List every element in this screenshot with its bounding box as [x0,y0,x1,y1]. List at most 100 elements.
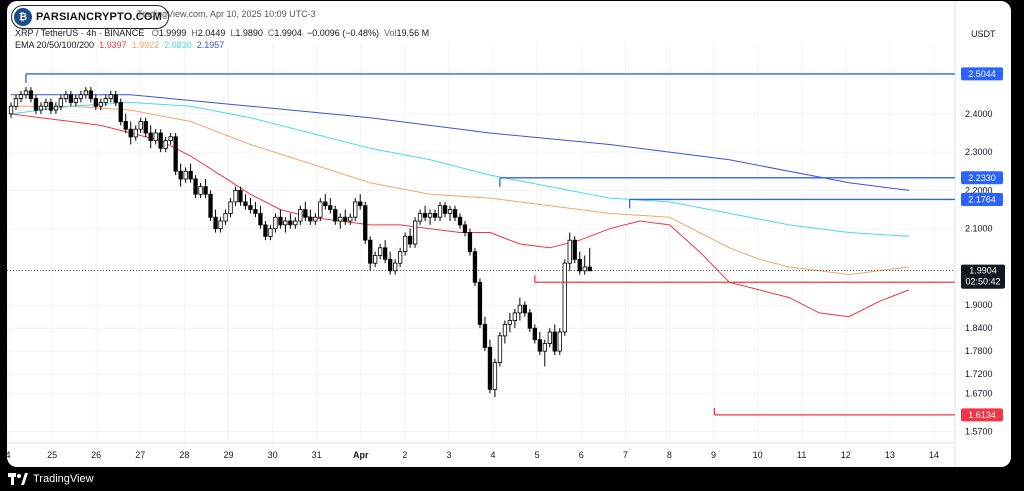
price-change: −0.0096 (−0.48%) [306,28,380,38]
x-tick-label: Apr [353,450,369,460]
level-label: 2.2330 [968,173,996,183]
candle-body [198,186,203,195]
candle-body [213,216,218,230]
y-tick-label: 1.7800 [965,346,993,356]
candle-body [572,239,577,260]
candle-body [243,201,248,207]
x-tick-label: 9 [711,450,716,460]
x-tick-label: 14 [929,450,939,460]
candle-body [313,216,318,222]
ohlc-low-value: 1.9890 [235,28,263,38]
candle-body [118,102,123,122]
candle-body [153,132,158,142]
candle-body [323,201,328,207]
candle-body [163,140,168,149]
candle-body [348,216,353,222]
candle-body [293,220,298,226]
y-tick-label: 1.9000 [965,300,993,310]
candle-body [283,220,288,226]
candle-body [422,212,428,218]
candle-body [507,320,513,325]
tradingview-logo-icon [8,473,28,485]
price-chart[interactable]: 4 25 26 27 28 29 30 31 Apr 2 3 4 5 6 7 8 9 10 11 12 13 14 2.40… [7,1,1011,467]
candle-body [308,216,313,222]
candle-countdown: 02:50:42 [965,277,1000,287]
candle-body [492,362,498,390]
footer-brand: TradingView [33,473,94,485]
candle-body [73,98,78,103]
level-label: 2.1764 [968,194,996,204]
current-price-badge [961,264,1005,289]
current-price-label: 1.9904 [969,266,997,276]
candle-body [517,304,523,314]
candle-body [233,189,238,203]
x-tick-label: 6 [579,450,584,460]
x-tick-label: 31 [312,450,322,460]
candle-body [263,224,268,237]
level-label: 2.5044 [968,69,996,79]
candle-body [582,266,587,272]
candle-body [482,323,488,348]
watermark-badge: ₿ PARSIANCRYPTO.COM [11,5,170,29]
level-badge [961,67,1003,81]
candle-body [258,212,263,226]
candle-body [63,94,68,99]
candle-body [278,216,283,226]
candle-body [223,212,228,222]
candle-body [18,94,24,99]
x-tick-label: 13 [885,450,895,460]
candle-body [208,193,213,218]
x-tick-label: 3 [446,450,451,460]
x-tick-label: 4 [7,450,11,460]
candle-body [88,90,93,100]
candle-body [148,132,153,142]
candle-body [382,247,388,260]
ema-line [11,105,910,276]
level-badge [961,171,1003,185]
candle-body [288,220,293,226]
candle-body [103,98,108,103]
candle-body [178,170,183,180]
ema50-value: 1.9922 [131,40,160,50]
candle-body [577,258,582,272]
candle-body [557,331,562,352]
candle-body [43,102,49,107]
currency-unit: USDT [971,29,996,39]
candle-body [343,216,348,222]
candle-body [402,235,408,253]
ohlc-high-label: H [191,28,198,38]
candle-body [452,209,458,218]
ema-legend[interactable]: EMA 20/50/100/200 1.9397 1.9922 2.0830 2… [15,40,224,50]
candle-body [143,121,148,134]
ema20-value: 1.9397 [99,40,127,50]
candle-body [392,262,398,272]
ohlc-low-label: L [230,28,236,38]
candle-body [512,312,518,321]
symbol-legend[interactable]: XRP / TetherUS · 4h · BINANCE O1.9999 H2… [15,28,429,38]
candle-body [522,304,527,314]
candle-body [228,201,233,214]
x-tick-label: 29 [223,450,233,460]
candle-body [432,212,438,218]
candle-body [377,247,383,256]
candle-body [472,251,478,283]
candle-body [108,94,113,99]
x-tick-label: 5 [535,450,540,460]
candle-body [487,346,493,390]
x-tick-label: 26 [91,450,101,460]
candle-body [33,98,39,111]
volume-value: 19.56 M [396,28,430,38]
candle-body [542,343,547,352]
candle-body [203,186,208,195]
candle-body [368,239,373,264]
brand-logo-icon: ₿ [14,8,32,26]
candle-body [268,228,273,237]
candle-body [353,201,358,218]
y-tick-label: 1.8400 [965,323,993,333]
candle-body [68,94,73,103]
candle-body [13,98,19,107]
candle-body [358,201,363,207]
symbol-name: XRP / TetherUS · 4h · BINANCE [15,28,145,38]
candle-body [407,235,413,245]
candle-body [133,128,138,138]
